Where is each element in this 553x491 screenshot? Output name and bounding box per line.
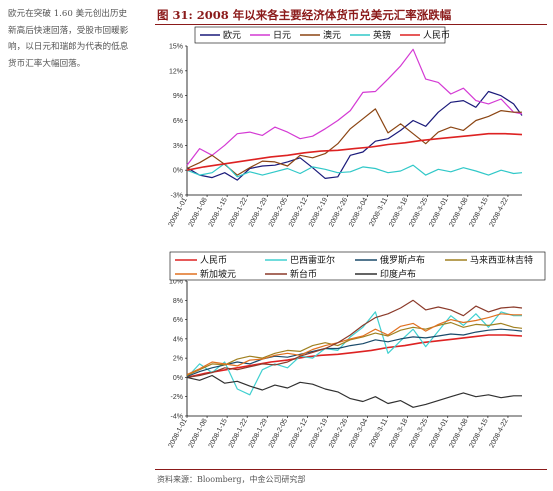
source-divider [155,469,547,470]
x-tick-label: 2008-2-19 [308,418,329,450]
y-tick-label: -3% [171,193,183,200]
x-tick-label: 2008-1-08 [188,418,209,450]
x-tick-label: 2008-2-12 [288,418,309,450]
legend-label: 新加坡元 [200,268,236,280]
x-tick-label: 2008-2-12 [288,197,309,229]
series-line [186,313,522,376]
y-tick-label: 6% [173,317,183,324]
x-tick-label: 2008-3-25 [408,418,429,450]
chart-1: 15%12%9%6%3%0%-3%2008-1-012008-1-082008-… [168,26,523,229]
title-divider [155,24,547,25]
legend-label: 巴西雷亚尔 [290,254,335,266]
chart-2: 10%8%6%4%2%0%-2%-4%2008-1-012008-1-08200… [168,251,546,450]
y-tick-label: -4% [171,414,183,421]
series-line [186,374,522,408]
x-tick-label: 2008-3-18 [388,197,409,229]
x-tick-label: 2008-1-22 [228,418,249,450]
series-line [186,321,523,377]
legend-label: 新台币 [290,268,317,280]
x-tick-label: 2008-1-22 [228,197,249,229]
series-line [186,311,522,396]
x-tick-label: 2008-4-01 [428,418,449,450]
legend-label: 欧元 [223,29,241,41]
x-tick-label: 2008-1-29 [248,418,269,450]
x-tick-label: 2008-2-05 [268,197,289,229]
y-tick-label: 12% [169,68,183,75]
y-tick-label: 0% [173,168,183,175]
x-tick-label: 2008-3-11 [368,418,389,449]
legend-label: 马来西亚林吉特 [470,254,533,266]
series-line [186,48,523,166]
x-tick-label: 2008-1-08 [188,197,209,229]
y-tick-label: -2% [171,394,183,401]
y-tick-label: 15% [169,44,183,51]
series-line [186,334,523,379]
x-tick-label: 2008-2-19 [308,197,329,229]
side-text-line: 响，以日元和瑞郎为代表的低息 [8,42,129,53]
legend-box [169,251,546,281]
side-text-line: 货币汇率大幅回落。 [8,58,86,69]
y-tick-label: 0% [173,375,183,382]
figure-title: 图 31: 2008 年以来各主要经济体货币兑美元汇率涨跌幅 [157,7,451,23]
x-tick-label: 2008-4-15 [468,197,489,229]
side-text-line: 欧元在突破 1.60 美元创出历史 [8,9,128,19]
y-tick-label: 3% [173,143,183,150]
x-tick-label: 2008-2-26 [328,197,349,229]
figure-title-text: 2008 年以来各主要经济体货币兑美元汇率涨跌幅 [196,8,452,22]
side-text-line: 新高后快速回落，受股市回暖影 [8,25,129,36]
y-tick-label: 6% [173,118,183,125]
x-tick-label: 2008-1-15 [208,197,229,229]
series-line [186,132,523,171]
legend: 欧元 日元 澳元 英镑 人民币 [194,26,450,44]
x-tick-label: 2008-3-04 [348,197,369,229]
legend-label: 澳元 [323,29,341,41]
y-tick-label: 8% [173,298,183,305]
x-tick-label: 2008-3-11 [368,197,389,228]
x-tick-label: 2008-3-04 [348,418,369,450]
legend-label: 日元 [273,30,291,41]
side-commentary: 欧元在突破 1.60 美元创出历史 新高后快速回落，受股市回暖影 响，以日元和瑞… [8,6,153,72]
x-tick-label: 2008-3-25 [408,197,429,229]
x-tick-label: 2008-4-01 [428,197,449,229]
legend-label: 人民币 [200,255,227,266]
figure-label: 图 31: [157,8,193,22]
x-tick-label: 2008-2-05 [268,418,289,450]
y-tick-label: 2% [173,356,183,363]
legend-label: 印度卢布 [380,268,416,280]
x-tick-label: 2008-4-22 [489,418,510,450]
x-tick-label: 2008-1-29 [248,197,269,229]
x-tick-label: 2008-4-08 [448,197,469,229]
x-tick-label: 2008-3-18 [388,418,409,450]
y-tick-label: 10% [169,279,183,286]
x-tick-label: 2008-1-01 [168,418,189,450]
series-line [186,108,522,176]
y-tick-label: 4% [173,336,183,343]
x-tick-label: 2008-1-01 [168,197,189,229]
legend-label: 英镑 [373,29,391,41]
source-note: 资料来源：Bloomberg，中金公司研究部 [157,475,306,484]
x-tick-label: 2008-4-15 [468,418,489,450]
x-tick-label: 2008-4-22 [489,197,510,229]
x-tick-label: 2008-1-15 [208,418,229,450]
x-tick-label: 2008-2-26 [328,418,349,450]
series-line [186,162,523,178]
x-tick-label: 2008-4-08 [448,418,469,450]
series-line [186,299,523,378]
legend-label: 人民币 [423,30,450,41]
y-tick-label: 9% [173,93,183,100]
legend-label: 俄罗斯卢布 [380,254,425,266]
